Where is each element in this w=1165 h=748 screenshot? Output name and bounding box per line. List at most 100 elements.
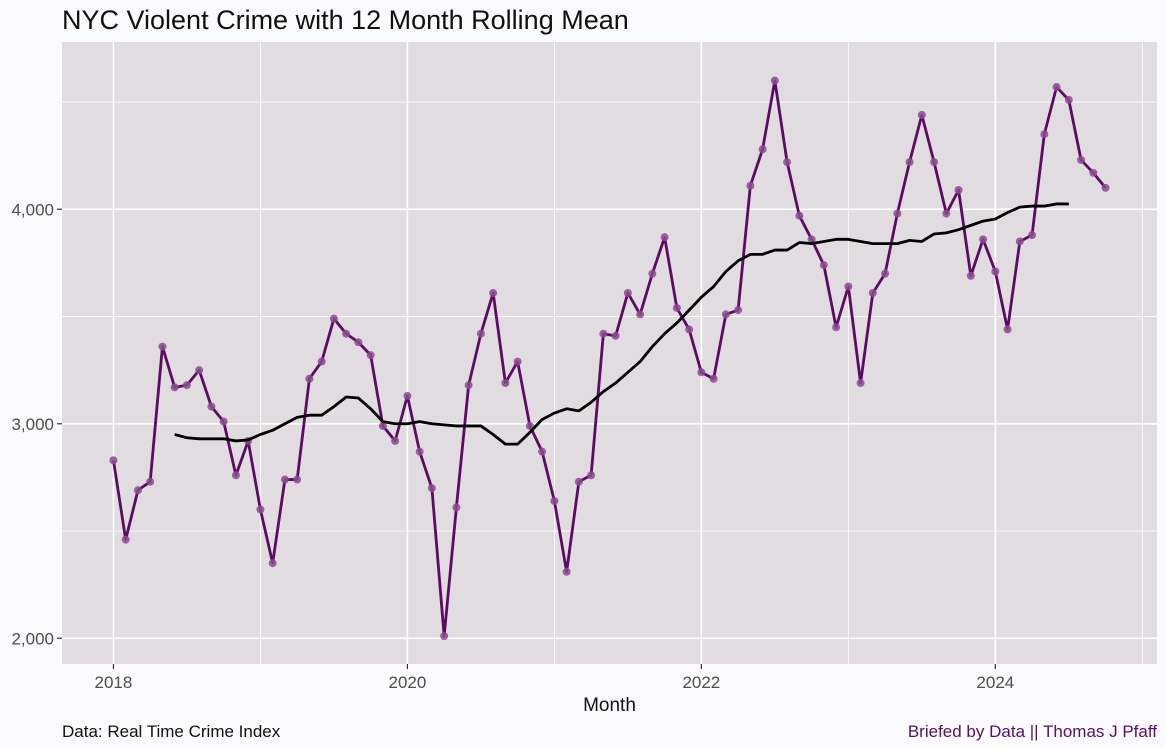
x-axis: 2018 2020 2022 2024: [95, 664, 1014, 692]
monthly-data-point: [256, 505, 265, 514]
monthly-data-point: [819, 261, 828, 270]
monthly-data-point: [954, 185, 963, 194]
monthly-data-point: [464, 381, 473, 390]
monthly-data-point: [611, 331, 620, 340]
monthly-data-point: [550, 496, 559, 505]
monthly-data-point: [182, 381, 191, 390]
monthly-data-point: [1064, 95, 1073, 104]
monthly-data-point: [170, 383, 179, 392]
monthly-data-point: [795, 211, 804, 220]
monthly-data-point: [1101, 183, 1110, 192]
monthly-data-point: [905, 158, 914, 167]
monthly-data-point: [195, 366, 204, 375]
monthly-data-point: [734, 306, 743, 315]
monthly-data-point: [844, 282, 853, 291]
monthly-data-point: [427, 484, 436, 493]
caption-credit: Briefed by Data || Thomas J Pfaff: [908, 722, 1157, 741]
x-tick-label: 2020: [388, 673, 426, 692]
monthly-data-point: [391, 436, 400, 445]
monthly-data-point: [133, 486, 142, 495]
monthly-data-point: [366, 351, 375, 360]
x-axis-title: Month: [583, 695, 636, 716]
monthly-data-point: [991, 267, 1000, 276]
monthly-data-point: [599, 329, 608, 338]
monthly-data-point: [746, 181, 755, 190]
monthly-data-point: [868, 288, 877, 297]
monthly-data-point: [513, 357, 522, 366]
x-tick-label: 2024: [976, 673, 1014, 692]
monthly-data-point: [146, 477, 155, 486]
monthly-data-point: [1003, 325, 1012, 334]
monthly-data-point: [121, 535, 130, 544]
minor-gridlines: [62, 42, 1157, 664]
x-tick-label: 2018: [95, 673, 133, 692]
monthly-data-point: [1015, 237, 1024, 246]
monthly-data-point: [538, 447, 547, 456]
monthly-data-point: [476, 329, 485, 338]
monthly-data-point: [636, 310, 645, 319]
monthly-data-point: [440, 632, 449, 641]
monthly-data-point: [623, 288, 632, 297]
monthly-data-point: [721, 310, 730, 319]
monthly-data-point: [1040, 130, 1049, 139]
monthly-data-point: [917, 110, 926, 119]
monthly-data-point: [1052, 83, 1061, 92]
monthly-data-point: [329, 314, 338, 323]
monthly-data-point: [501, 379, 510, 388]
monthly-data-point: [109, 456, 118, 465]
monthly-data-point: [489, 288, 498, 297]
monthly-data-point: [562, 567, 571, 576]
y-axis: 2,000 3,000 4,000: [11, 200, 62, 648]
monthly-data-point: [966, 271, 975, 280]
monthly-data-point: [832, 323, 841, 332]
monthly-data-point: [1028, 231, 1037, 240]
caption-source: Data: Real Time Crime Index: [62, 722, 281, 741]
y-tick-label: 4,000: [11, 200, 54, 219]
monthly-data-point: [1077, 155, 1086, 164]
monthly-data-point: [305, 374, 314, 383]
monthly-data-point: [207, 402, 216, 411]
monthly-data-point: [587, 471, 596, 480]
monthly-data-point: [158, 342, 167, 351]
y-tick-label: 2,000: [11, 629, 54, 648]
chart-title: NYC Violent Crime with 12 Month Rolling …: [62, 5, 629, 35]
monthly-data-point: [317, 357, 326, 366]
monthly-data-point: [525, 421, 534, 430]
monthly-series-line: [112, 79, 1107, 638]
major-gridlines: [62, 42, 1157, 664]
monthly-data-point: [893, 209, 902, 218]
monthly-data-point: [403, 391, 412, 400]
series-layer: [109, 76, 1110, 641]
monthly-data-point: [1089, 168, 1098, 177]
monthly-data-point: [280, 475, 289, 484]
monthly-data-point: [354, 338, 363, 347]
monthly-data-point: [807, 235, 816, 244]
monthly-data-point: [979, 235, 988, 244]
monthly-data-point: [758, 145, 767, 154]
monthly-data-point: [415, 447, 424, 456]
monthly-data-point: [672, 303, 681, 312]
monthly-data-point: [783, 158, 792, 167]
monthly-data-point: [697, 368, 706, 377]
plot-panel: [62, 42, 1157, 664]
monthly-data-point: [856, 379, 865, 388]
y-tick-label: 3,000: [11, 415, 54, 434]
monthly-data-point: [942, 209, 951, 218]
monthly-data-point: [293, 475, 302, 484]
monthly-data-point: [685, 325, 694, 334]
monthly-data-point: [574, 477, 583, 486]
monthly-data-point: [881, 269, 890, 278]
monthly-data-point: [660, 233, 669, 242]
monthly-data-point: [452, 503, 461, 512]
monthly-data-point: [770, 76, 779, 85]
monthly-data-point: [231, 471, 240, 480]
monthly-data-point: [268, 559, 277, 568]
monthly-data-point: [709, 374, 718, 383]
monthly-data-point: [342, 329, 351, 338]
monthly-data-point: [930, 158, 939, 167]
x-tick-label: 2022: [682, 673, 720, 692]
rolling-mean-line: [174, 202, 1069, 446]
monthly-data-point: [378, 421, 387, 430]
monthly-data-point: [648, 269, 657, 278]
